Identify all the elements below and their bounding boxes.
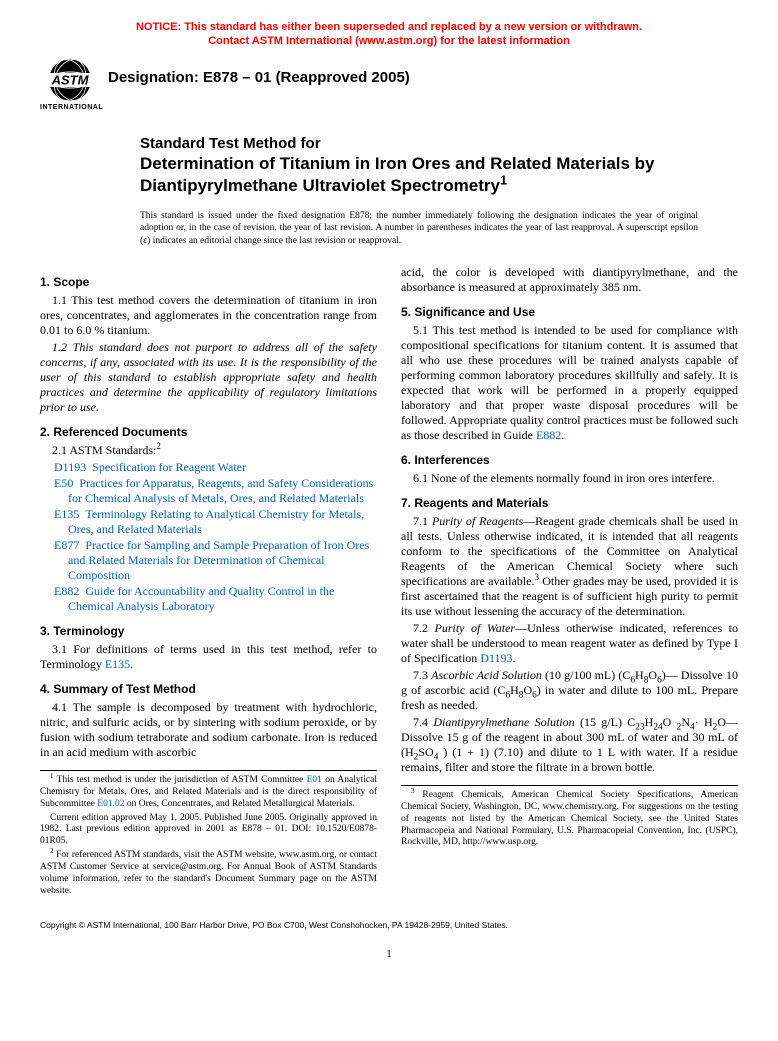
ref-d1193-txt[interactable]: Specification for Reagent Water <box>92 460 246 474</box>
fn1-a: This test method is under the jurisdicti… <box>54 775 307 785</box>
fn1-c: on Ores, Concentrates, and Related Metal… <box>124 799 354 809</box>
body-columns: 1. Scope 1.1 This test method covers the… <box>40 265 738 898</box>
s2-sub-text: 2.1 ASTM Standards: <box>52 443 156 457</box>
s7p4b: (15 g/L) C <box>575 715 636 729</box>
header-row: ASTM INTERNATIONAL Designation: E878 – 0… <box>40 57 738 115</box>
svg-text:ASTM: ASTM <box>51 72 90 87</box>
section-6-p1: 6.1 None of the elements normally found … <box>401 471 738 486</box>
s7p4a: 7.4 <box>413 715 433 729</box>
copyright: Copyright © ASTM International, 100 Barr… <box>40 920 738 930</box>
section-7-heading: 7. Reagents and Materials <box>401 496 738 511</box>
footnote-1: 1 This test method is under the jurisdic… <box>40 775 377 811</box>
s3-link-e135[interactable]: E135 <box>105 657 130 671</box>
fn1-link1[interactable]: E01 <box>307 775 322 785</box>
section-7-p3: 7.3 Ascorbic Acid Solution (10 g/100 mL)… <box>401 668 738 713</box>
s3-p1a: 3.1 For definitions of terms used in thi… <box>40 642 377 671</box>
section-1-p1: 1.1 This test method covers the determin… <box>40 293 377 338</box>
ref-e50-txt[interactable]: Practices for Apparatus, Reagents, and S… <box>68 476 373 505</box>
section-1-heading: 1. Scope <box>40 275 377 290</box>
section-6-heading: 6. Interferences <box>401 453 738 468</box>
title-lead: Standard Test Method for <box>140 135 738 154</box>
designation: Designation: E878 – 01 (Reapproved 2005) <box>108 69 410 86</box>
title-block: Standard Test Method for Determination o… <box>140 135 738 196</box>
fn3-txt: Reagent Chemicals, American Chemical Soc… <box>401 790 738 848</box>
section-3-p1: 3.1 For definitions of terms used in thi… <box>40 642 377 672</box>
footnote-1b: Current edition approved May 1, 2005. Pu… <box>40 813 377 849</box>
notice-banner: NOTICE: This standard has either been su… <box>40 20 738 49</box>
ref-e882: E882 Guide for Accountability and Qualit… <box>54 584 377 614</box>
footnotes-left: 1 This test method is under the jurisdic… <box>40 770 377 898</box>
s7-link-d1193[interactable]: D1193 <box>480 651 512 665</box>
footnote-3: 3 Reagent Chemicals, American Chemical S… <box>401 790 738 849</box>
s3-p1b: . <box>130 657 133 671</box>
s7p2i: Purity of Water <box>435 621 516 635</box>
s7p2a: 7.2 <box>413 621 435 635</box>
section-1-p2: 1.2 This standard does not purport to ad… <box>40 340 377 415</box>
ref-e50-id[interactable]: E50 <box>54 476 73 490</box>
section-7-p2: 7.2 Purity of Water—Unless otherwise ind… <box>401 621 738 666</box>
s5-link-e882[interactable]: E882 <box>536 428 561 442</box>
s7p2c: . <box>513 651 516 665</box>
astm-logo: ASTM INTERNATIONAL <box>40 57 100 115</box>
ref-e882-txt[interactable]: Guide for Accountability and Quality Con… <box>68 584 334 613</box>
ref-e135: E135 Terminology Relating to Analytical … <box>54 507 377 537</box>
title-main-text: Determination of Titanium in Iron Ores a… <box>140 154 655 194</box>
s7p4i: Diantipyrylmethane Solution <box>433 715 574 729</box>
ref-e877-txt[interactable]: Practice for Sampling and Sample Prepara… <box>68 538 369 582</box>
ref-e50: E50 Practices for Apparatus, Reagents, a… <box>54 476 377 506</box>
page-number: 1 <box>40 948 738 960</box>
s7p1i: Purity of Reagents <box>432 514 523 528</box>
s7p3a: 7.3 <box>413 668 431 682</box>
s7p3i: Ascorbic Acid Solution <box>431 668 542 682</box>
s7p3b: (10 g/100 mL) (C <box>542 668 631 682</box>
section-5-p1: 5.1 This test method is intended to be u… <box>401 323 738 443</box>
s5-p1a: 5.1 This test method is intended to be u… <box>401 323 738 442</box>
ref-d1193: D1193 Specification for Reagent Water <box>54 460 377 475</box>
ref-e877-id[interactable]: E877 <box>54 538 79 552</box>
title-sup: 1 <box>500 172 507 187</box>
footnote-2: 2 For referenced ASTM standards, visit t… <box>40 850 377 898</box>
page: NOTICE: This standard has either been su… <box>0 0 778 990</box>
fn1-link2[interactable]: E01.02 <box>97 799 124 809</box>
ref-e877: E877 Practice for Sampling and Sample Pr… <box>54 538 377 583</box>
ref-e135-id[interactable]: E135 <box>54 507 79 521</box>
section-2-sub: 2.1 ASTM Standards:2 <box>40 443 377 458</box>
notice-line2: Contact ASTM International (www.astm.org… <box>208 35 570 47</box>
footnotes-right: 3 Reagent Chemicals, American Chemical S… <box>401 785 738 849</box>
notice-line1: NOTICE: This standard has either been su… <box>136 21 642 33</box>
section-5-heading: 5. Significance and Use <box>401 305 738 320</box>
s7p4c: · H <box>695 715 713 729</box>
ref-e135-txt[interactable]: Terminology Relating to Analytical Chemi… <box>68 507 364 536</box>
ref-d1193-id[interactable]: D1193 <box>54 460 86 474</box>
section-3-heading: 3. Terminology <box>40 624 377 639</box>
section-7-p4: 7.4 Diantipyrylmethane Solution (15 g/L)… <box>401 715 738 775</box>
section-4-heading: 4. Summary of Test Method <box>40 682 377 697</box>
title-main: Determination of Titanium in Iron Ores a… <box>140 153 738 196</box>
section-7-p1: 7.1 Purity of Reagents—Reagent grade che… <box>401 514 738 619</box>
s2-sup: 2 <box>156 441 161 451</box>
s7p1a: 7.1 <box>413 514 432 528</box>
s5-p1b: . <box>561 428 564 442</box>
s7p4e: ) (1 + 1) (7.10) and dilute to 1 L with … <box>401 745 738 774</box>
section-4-p1: 4.1 The sample is decomposed by treatmen… <box>40 700 377 760</box>
section-4-p1-cont: acid, the color is developed with dianti… <box>401 265 738 295</box>
issuance-note: This standard is issued under the fixed … <box>140 210 698 247</box>
fn2-txt: For referenced ASTM standards, visit the… <box>40 850 377 896</box>
logo-intl-label: INTERNATIONAL <box>40 104 100 111</box>
section-2-heading: 2. Referenced Documents <box>40 425 377 440</box>
ref-e882-id[interactable]: E882 <box>54 584 79 598</box>
